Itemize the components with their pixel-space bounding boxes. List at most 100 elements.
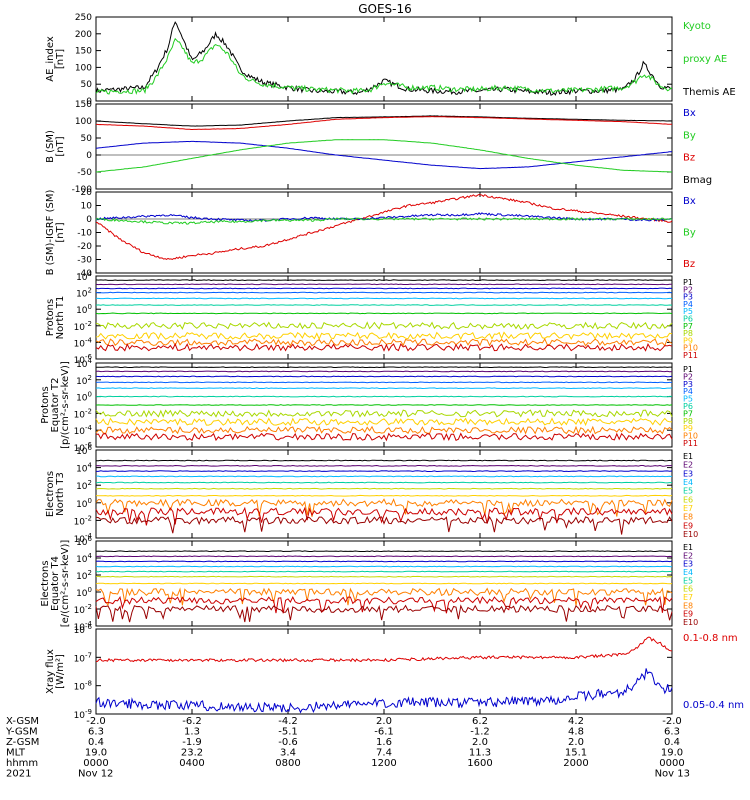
y-axis-label: Electrons [40,560,51,606]
legend-label: E4 [683,568,693,577]
x-row-value: 4.8 [568,727,584,738]
series-e1 [95,459,673,462]
series-e8 [95,498,673,517]
series-by [95,139,673,173]
series-e4 [96,475,673,478]
x-row-value: -6.2 [182,716,202,727]
x-row-value: 0000 [83,758,108,769]
y-tick-label: 150 [75,47,92,57]
legend-label: By [683,228,696,239]
panel-1: 0 50 100 150 200 250 AE_index [nT] Kyoto proxy AE… [45,13,736,107]
x-row-value: -2.0 [86,716,106,727]
series-0-1-0-8-nm [95,636,673,663]
panel-2: -100 -50 0 50 100 150 B (SM) [nT] Bx By Bz Bmag [45,100,712,195]
series-e5 [95,570,673,573]
legend-label: E4 [683,478,693,487]
legend-label: E1 [683,452,693,461]
legend-label: P6 [683,315,693,324]
y-tick-label: -50 [77,168,92,178]
legend-label: P11 [683,439,698,448]
legend-label: P5 [683,395,693,404]
plot-frame [95,16,673,102]
series-bx [95,140,673,170]
series-kyoto-proxy-ae [95,37,673,95]
y-axis-label: North T3 [55,472,66,516]
y-axis-label: Equator T2 [50,378,61,433]
series-e10 [95,604,673,623]
y-axis-label: AE_index [45,36,56,82]
y-tick-label: 10-8 [74,680,92,693]
x-row-value: 15.1 [565,748,587,759]
series-e3 [95,560,673,563]
legend-label: P7 [683,322,693,331]
x-row-label: hhmm [6,758,38,769]
x-row-label: MLT [6,748,26,759]
series-e6 [95,487,673,490]
series-e2 [95,464,672,467]
plot-frame [95,191,673,274]
y-tick-label: 100 [75,63,92,73]
x-row-value: 2.0 [568,737,584,748]
y-tick-label: 102 [76,287,92,300]
legend-label: Bx [683,196,696,207]
legend-label: P11 [683,351,698,360]
series-p2 [95,283,672,286]
legend-label: P1 [683,278,693,287]
legend-label: Bz [683,259,695,270]
series-p1 [96,366,672,369]
x-row-value: 19.0 [85,748,107,759]
legend-label: E3 [683,469,693,478]
series-p5 [96,297,672,300]
y-axis-label: Equator T4 [50,556,61,611]
x-row-value: 1.6 [376,737,392,748]
y-tick-label: 102 [76,374,92,387]
series-0-05-0-4-nm [95,668,673,714]
legend-label: P2 [683,285,693,294]
y-tick-label: 50 [81,134,93,144]
legend-label: E6 [683,495,693,504]
series-themis-ae [95,21,673,96]
y-axis-label: [nT] [55,136,66,156]
y-tick-label: 100 [76,497,92,510]
series-e9 [95,595,673,614]
y-tick-label: 0 [86,97,92,107]
series-p7 [95,404,673,406]
y-tick-label: 50 [81,80,93,90]
legend-label: E7 [683,504,693,513]
series-e2 [96,555,673,558]
legend-label: E9 [683,610,693,619]
y-axis-label: [nT] [55,49,66,69]
series-e10 [95,515,673,535]
x-row-value: -6.1 [374,727,394,738]
legend-label: E3 [683,560,693,569]
y-tick-label: 10 [81,202,93,212]
y-tick-label: 104 [76,552,92,565]
legend-label: Bx [683,108,696,119]
legend-label: P7 [683,409,693,418]
series-p8 [95,409,673,418]
legend-label: E2 [683,551,693,560]
y-tick-label: 20 [81,188,93,198]
x-row-value: 6.2 [472,716,488,727]
x-row-value: 2000 [563,758,588,769]
series-by [95,217,673,225]
x-row-value: 0800 [275,758,300,769]
y-axis-label: [p/(cm²-s-sr-keV)] [60,361,71,449]
y-tick-label: -100 [72,185,93,195]
x-row-value: -4.2 [278,716,298,727]
y-tick-label: 102 [76,479,92,492]
series-e7 [95,494,673,497]
y-axis-label: B (SM)-IGRF (SM) [45,190,56,276]
legend-label: E5 [683,487,693,496]
legend-label: Bz [683,153,695,164]
x-row-value: 3.4 [280,748,296,759]
series-bz [95,193,673,260]
legend-label: Themis AE [682,87,736,98]
y-tick-label: 10-7 [74,651,92,664]
x-row-value: 0.4 [664,737,680,748]
y-tick-label: 10-2 [74,603,92,616]
y-axis-label: Electrons [45,471,56,517]
